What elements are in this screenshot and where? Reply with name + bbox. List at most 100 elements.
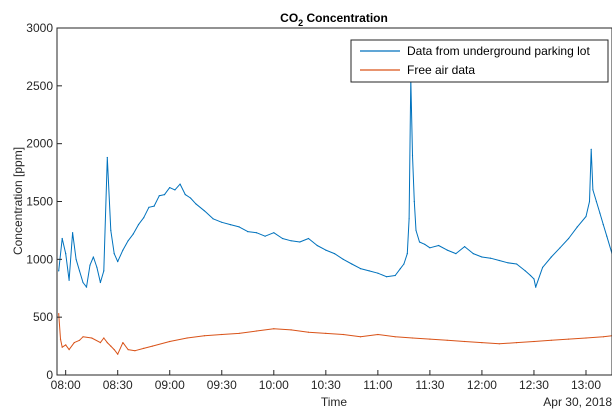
y-tick-label: 2000	[26, 137, 53, 151]
data-point-parking-lot	[351, 263, 353, 265]
date-label: Apr 30, 2018	[543, 395, 612, 409]
y-tick-label: 1000	[26, 252, 53, 266]
data-point-free-air	[78, 339, 81, 341]
data-point-parking-lot	[446, 249, 448, 251]
legend-box	[350, 39, 609, 83]
x-tick-label: 12:00	[467, 378, 497, 392]
x-tick-label: 12:30	[519, 378, 549, 392]
data-point-free-air	[203, 335, 205, 337]
data-point-free-air	[446, 339, 448, 341]
data-point-free-air	[59, 338, 62, 340]
data-point-free-air	[58, 313, 60, 315]
x-tick-label: 09:00	[155, 378, 185, 392]
data-point-parking-lot	[255, 232, 258, 234]
data-point-parking-lot	[599, 212, 601, 214]
y-axis-label: Concentration [ppm]	[11, 147, 25, 255]
data-point-parking-lot	[61, 237, 63, 240]
data-point-parking-lot	[455, 253, 457, 255]
x-tick-label: 08:30	[103, 378, 133, 392]
data-point-parking-lot	[498, 259, 500, 262]
data-point-parking-lot	[75, 258, 77, 260]
data-point-free-air	[113, 349, 115, 351]
data-point-parking-lot	[229, 224, 231, 226]
data-point-parking-lot	[158, 195, 160, 197]
chart-title-main: CO	[280, 11, 298, 25]
data-point-free-air	[151, 345, 153, 347]
data-point-free-air	[377, 333, 379, 336]
data-point-parking-lot	[418, 241, 421, 243]
data-point-parking-lot	[529, 274, 532, 277]
data-point-parking-lot	[179, 183, 181, 185]
data-point-free-air	[498, 343, 500, 345]
data-point-parking-lot	[424, 243, 426, 245]
data-point-parking-lot	[606, 235, 608, 237]
data-point-parking-lot	[169, 187, 171, 189]
data-point-parking-lot	[481, 256, 483, 258]
data-point-parking-lot	[535, 286, 537, 288]
data-point-free-air	[307, 331, 310, 333]
data-point-free-air	[65, 344, 67, 346]
data-point-free-air	[122, 342, 124, 344]
data-point-parking-lot	[602, 224, 604, 226]
data-point-parking-lot	[72, 232, 74, 234]
data-point-parking-lot	[399, 268, 401, 270]
data-point-parking-lot	[359, 268, 362, 270]
data-point-free-air	[82, 336, 84, 338]
data-point-parking-lot	[507, 262, 509, 264]
data-point-parking-lot	[385, 276, 388, 278]
data-point-parking-lot	[153, 205, 155, 207]
data-point-parking-lot	[65, 253, 67, 255]
data-point-parking-lot	[290, 240, 292, 242]
data-point-free-air	[68, 349, 70, 351]
data-point-parking-lot	[588, 200, 591, 203]
data-point-parking-lot	[592, 189, 594, 191]
data-point-free-air	[169, 340, 171, 343]
data-point-free-air	[238, 332, 240, 334]
data-point-parking-lot	[316, 244, 318, 247]
legend-label-parking-lot: Data from underground parking lot	[407, 44, 590, 58]
x-tick-label: 08:00	[51, 378, 81, 392]
data-point-parking-lot	[127, 240, 129, 242]
data-point-parking-lot	[595, 200, 598, 203]
data-point-free-air	[585, 337, 587, 339]
data-point-parking-lot	[533, 278, 535, 280]
data-point-parking-lot	[184, 194, 186, 196]
x-tick-label: 11:00	[363, 378, 392, 392]
data-point-parking-lot	[325, 249, 327, 251]
data-point-parking-lot	[85, 286, 88, 288]
plot-background	[57, 28, 612, 375]
y-tick-label: 0	[46, 368, 53, 382]
data-point-parking-lot	[174, 189, 176, 191]
x-tick-label: 10:30	[311, 378, 341, 392]
data-point-free-air	[273, 328, 275, 330]
data-point-parking-lot	[68, 279, 70, 281]
data-point-free-air	[134, 350, 136, 352]
chart-title-rest: Concentration	[303, 11, 388, 25]
data-point-free-air	[290, 329, 292, 331]
data-point-parking-lot	[163, 194, 166, 196]
x-tick-label: 11:30	[415, 378, 444, 392]
legend-label-free-air: Free air data	[407, 63, 475, 77]
data-point-free-air	[481, 342, 483, 344]
data-point-free-air	[73, 342, 75, 344]
plot-area	[56, 27, 612, 376]
data-point-free-air	[99, 342, 101, 344]
data-point-parking-lot	[106, 156, 108, 159]
data-point-free-air	[61, 346, 63, 348]
data-point-free-air	[117, 353, 119, 355]
data-point-parking-lot	[429, 247, 431, 249]
data-point-parking-lot	[403, 263, 405, 265]
data-point-parking-lot	[333, 253, 336, 255]
chart-title: CO2 Concentration	[280, 11, 388, 28]
data-point-parking-lot	[394, 274, 396, 277]
x-tick-label: 09:30	[207, 378, 237, 392]
data-point-parking-lot	[576, 226, 578, 228]
data-point-free-air	[411, 337, 414, 339]
y-tick-label: 500	[33, 310, 53, 324]
data-point-parking-lot	[264, 235, 266, 237]
data-point-parking-lot	[408, 218, 410, 220]
data-point-parking-lot	[585, 215, 587, 218]
data-point-parking-lot	[307, 237, 310, 240]
data-point-parking-lot	[132, 233, 134, 235]
